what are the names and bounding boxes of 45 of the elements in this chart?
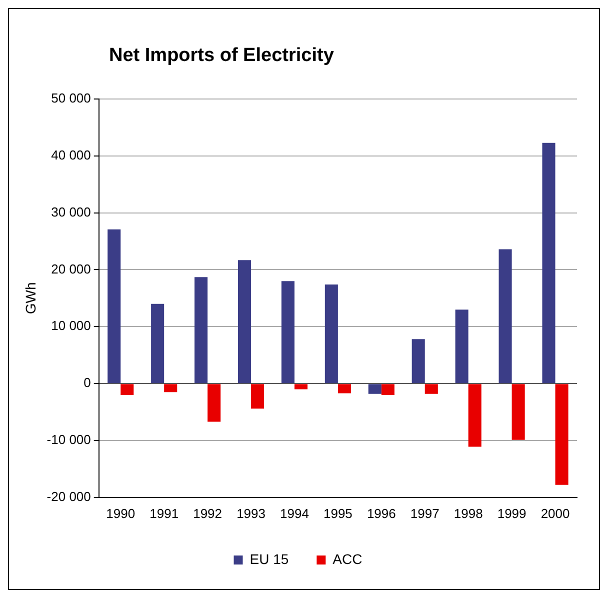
bar (424, 384, 438, 394)
bar (555, 384, 568, 485)
bar (151, 304, 164, 384)
y-tick-label: 20 000 (51, 261, 91, 276)
bar (368, 384, 382, 394)
bar (194, 277, 208, 384)
bar (324, 284, 338, 384)
bar (208, 384, 221, 422)
y-tick-label: -10 000 (46, 432, 91, 448)
y-tick-label: -20 000 (46, 488, 91, 504)
bar (281, 281, 294, 384)
x-tick-label: 1994 (280, 506, 309, 521)
bar (498, 249, 512, 384)
bar (512, 384, 525, 440)
chart-title: Net Imports of Electricity (109, 45, 334, 67)
bar (108, 229, 121, 384)
x-tick-label: 1993 (236, 506, 266, 521)
bar (251, 384, 264, 409)
bar (381, 384, 394, 395)
x-tick-label: 1997 (410, 506, 440, 521)
bar (238, 260, 252, 384)
bar (120, 384, 134, 395)
y-tick-label: 30 000 (51, 204, 91, 220)
bar (455, 310, 468, 384)
x-tick-label: 1991 (150, 506, 179, 521)
x-tick-label: 2000 (540, 506, 570, 521)
y-tick-label: 0 (84, 375, 91, 390)
x-tick-label: 1999 (497, 506, 526, 521)
x-tick-label: 1992 (193, 506, 222, 521)
y-tick-label: 40 000 (51, 147, 91, 162)
bar (412, 339, 425, 384)
x-tick-label: 1996 (366, 506, 396, 521)
bar (468, 384, 482, 447)
bar (542, 142, 556, 384)
y-tick-label: 10 000 (51, 318, 91, 334)
x-tick-label: 1998 (454, 506, 483, 521)
legend-label: EU 15 (250, 550, 289, 567)
y-axis-title: GWh (22, 282, 38, 314)
x-tick-label: 1995 (323, 506, 352, 521)
bar (338, 384, 351, 394)
legend-label: ACC (332, 550, 362, 567)
bar (164, 384, 178, 392)
bar (294, 384, 308, 390)
x-tick-label: 1990 (106, 506, 136, 521)
y-tick-label: 50 000 (51, 90, 91, 106)
